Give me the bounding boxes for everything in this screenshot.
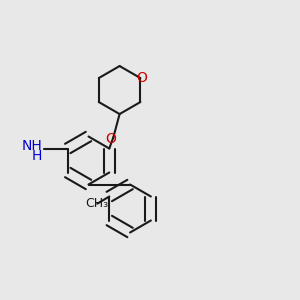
Text: H: H xyxy=(32,149,42,163)
Text: O: O xyxy=(136,71,147,85)
Text: CH₃: CH₃ xyxy=(86,197,109,210)
Text: NH: NH xyxy=(22,139,42,152)
Text: O: O xyxy=(105,132,116,146)
